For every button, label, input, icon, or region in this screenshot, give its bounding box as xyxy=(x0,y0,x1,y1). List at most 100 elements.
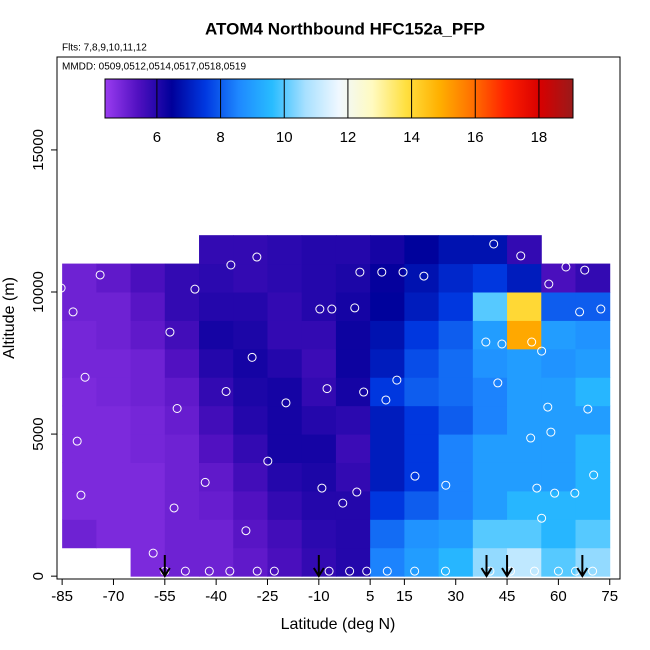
heat-cell xyxy=(507,519,542,549)
heat-cell xyxy=(301,348,337,378)
heat-cell xyxy=(472,348,508,378)
heat-cell xyxy=(472,291,508,321)
sample-point xyxy=(345,566,355,576)
heat-cell xyxy=(301,291,337,321)
heat-cell xyxy=(404,235,440,265)
heat-cell xyxy=(541,490,577,520)
sample-point xyxy=(580,265,590,275)
heat-cell xyxy=(370,348,405,378)
y-axis-label: Altitude (m) xyxy=(1,277,18,359)
heat-cell xyxy=(164,547,200,577)
heat-cell xyxy=(96,348,132,378)
sample-point xyxy=(200,477,210,487)
heat-cell xyxy=(541,263,577,293)
heat-cell xyxy=(164,377,200,407)
heat-cell xyxy=(130,291,166,321)
heat-cell xyxy=(472,320,508,350)
heat-cell xyxy=(472,263,508,293)
heat-cell xyxy=(507,462,542,492)
heat-cell xyxy=(62,263,97,293)
sample-point xyxy=(398,267,408,277)
sample-point xyxy=(596,304,606,314)
heat-cell xyxy=(96,291,132,321)
heat-cell xyxy=(541,291,577,321)
heat-cell xyxy=(267,405,303,435)
heat-cell xyxy=(370,291,405,321)
heat-cell xyxy=(301,519,337,549)
heat-cell xyxy=(62,490,97,520)
sample-point xyxy=(516,251,526,261)
sample-point xyxy=(529,566,539,576)
heat-cell xyxy=(233,490,268,520)
sample-point xyxy=(410,566,420,576)
heat-cell xyxy=(438,377,474,407)
colorbar-tick-label: 6 xyxy=(153,129,161,146)
sample-point xyxy=(204,566,214,576)
heat-cell xyxy=(404,519,440,549)
heat-cell xyxy=(438,235,474,265)
heat-cell xyxy=(130,320,166,350)
heat-cell xyxy=(404,348,440,378)
heat-cell xyxy=(472,434,508,463)
heat-cell xyxy=(507,348,542,378)
heat-cell xyxy=(199,405,234,435)
heat-cell xyxy=(233,547,268,577)
heat-cell xyxy=(199,377,234,407)
heat-cell xyxy=(404,320,440,350)
heat-cell xyxy=(164,434,200,463)
heat-cell xyxy=(507,490,542,520)
sample-point xyxy=(532,483,542,493)
colorbar-tick-label: 16 xyxy=(467,129,484,146)
sample-point xyxy=(392,375,402,385)
heat-cell xyxy=(62,348,97,378)
heat-cell xyxy=(199,434,234,463)
sample-point xyxy=(80,372,90,382)
heat-cell xyxy=(575,320,611,350)
sample-point xyxy=(327,304,337,314)
heat-cell xyxy=(404,377,440,407)
sample-point xyxy=(269,566,279,576)
heat-cell xyxy=(96,462,132,492)
heat-cell xyxy=(199,348,234,378)
x-tick-label: 30 xyxy=(447,588,464,605)
heat-cell xyxy=(575,291,611,321)
heat-cell xyxy=(575,490,611,520)
heat-cell xyxy=(301,462,337,492)
sample-point xyxy=(263,456,273,466)
heat-cell xyxy=(96,519,132,549)
heat-cell xyxy=(472,519,508,549)
sample-point xyxy=(226,260,236,270)
heat-cell xyxy=(164,405,200,435)
heat-cell xyxy=(507,405,542,435)
heat-cell xyxy=(541,462,577,492)
heat-cell xyxy=(199,490,234,520)
heat-cell xyxy=(199,519,234,549)
heat-cell xyxy=(335,405,371,435)
heat-cell xyxy=(370,547,405,577)
heat-cell xyxy=(507,434,542,463)
heat-cell xyxy=(404,547,440,577)
heat-cell xyxy=(507,263,542,293)
sample-point xyxy=(352,487,362,497)
sample-point xyxy=(148,548,158,558)
heat-cell xyxy=(62,320,97,350)
sample-point xyxy=(553,566,563,576)
heat-cell xyxy=(438,490,474,520)
heat-cell xyxy=(62,462,97,492)
heat-cell xyxy=(62,291,97,321)
sample-point xyxy=(317,483,327,493)
sample-point xyxy=(588,566,598,576)
x-axis-label: Latitude (deg N) xyxy=(281,616,396,633)
x-tick-label: 60 xyxy=(550,588,567,605)
heat-cell xyxy=(62,434,97,463)
heat-cell xyxy=(541,348,577,378)
heat-cell xyxy=(335,434,371,463)
heat-cell xyxy=(335,320,371,350)
sample-point xyxy=(544,279,554,289)
sample-point xyxy=(497,339,507,349)
colorbar-tick-label: 10 xyxy=(276,129,293,146)
heat-cell xyxy=(96,377,132,407)
heat-cell xyxy=(130,263,166,293)
heat-cell xyxy=(301,377,337,407)
heat-cell xyxy=(301,320,337,350)
